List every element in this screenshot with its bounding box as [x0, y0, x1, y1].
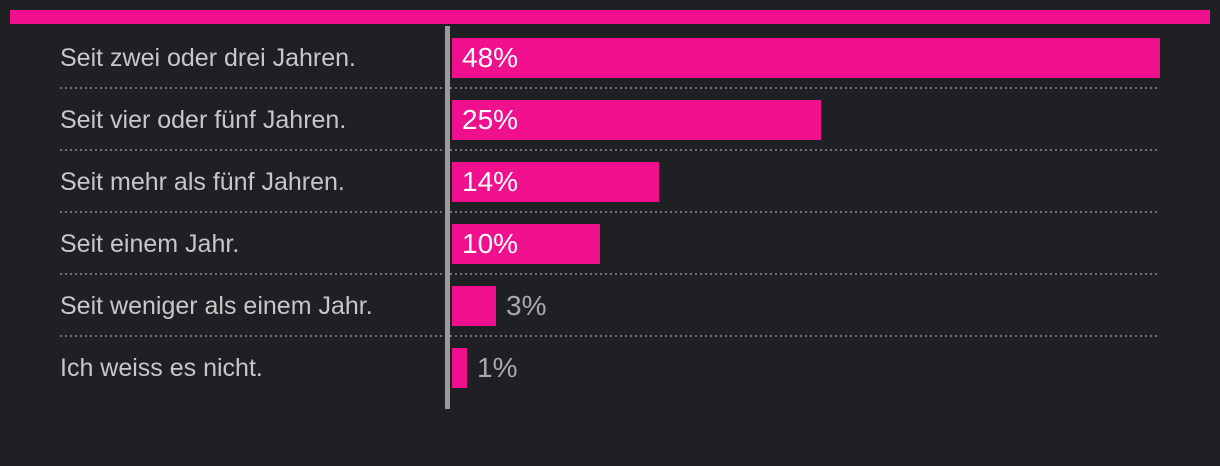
value-label: 3% — [506, 290, 547, 321]
value-label: 10% — [462, 228, 519, 259]
y-axis-line — [445, 26, 450, 409]
chart-row: Seit zwei oder drei Jahren. 48% — [0, 27, 1220, 89]
bar-track: 14% — [452, 162, 1210, 202]
bar — [452, 162, 659, 202]
bar — [452, 224, 600, 264]
accent-bar — [10, 10, 1210, 24]
chart-row: Seit mehr als fünf Jahren. 14% — [0, 151, 1220, 213]
bar — [452, 286, 496, 326]
category-label: Seit zwei oder drei Jahren. — [60, 44, 356, 72]
bar — [452, 348, 467, 388]
chart-row: Seit einem Jahr. 10% — [0, 213, 1220, 275]
chart-row: Ich weiss es nicht. 1% — [0, 337, 1220, 399]
bar-track: 48% — [452, 38, 1210, 78]
bar-track: 10% — [452, 224, 1210, 264]
bar-track: 3% — [452, 286, 1210, 326]
row-separator — [60, 149, 1160, 151]
bar-track: 1% — [452, 348, 1210, 388]
row-separator — [60, 335, 1160, 337]
category-label: Seit einem Jahr. — [60, 230, 240, 258]
category-label: Seit weniger als einem Jahr. — [60, 292, 373, 320]
value-label: 25% — [462, 104, 519, 135]
row-separator — [60, 273, 1160, 275]
category-label: Ich weiss es nicht. — [60, 354, 263, 382]
value-label: 14% — [462, 166, 519, 197]
row-separator — [60, 87, 1160, 89]
bar-track: 25% — [452, 100, 1210, 140]
category-label: Seit vier oder fünf Jahren. — [60, 106, 347, 134]
chart-row: Seit vier oder fünf Jahren. 25% — [0, 89, 1220, 151]
value-label: 48% — [462, 42, 519, 73]
bar — [452, 100, 821, 140]
bar — [452, 38, 1160, 78]
bar-chart-plot: Seit zwei oder drei Jahren. 48% Seit vie… — [0, 26, 1220, 409]
value-label: 1% — [477, 352, 518, 383]
category-label: Seit mehr als fünf Jahren. — [60, 168, 345, 196]
chart-row: Seit weniger als einem Jahr. 3% — [0, 275, 1220, 337]
row-separator — [60, 211, 1160, 213]
